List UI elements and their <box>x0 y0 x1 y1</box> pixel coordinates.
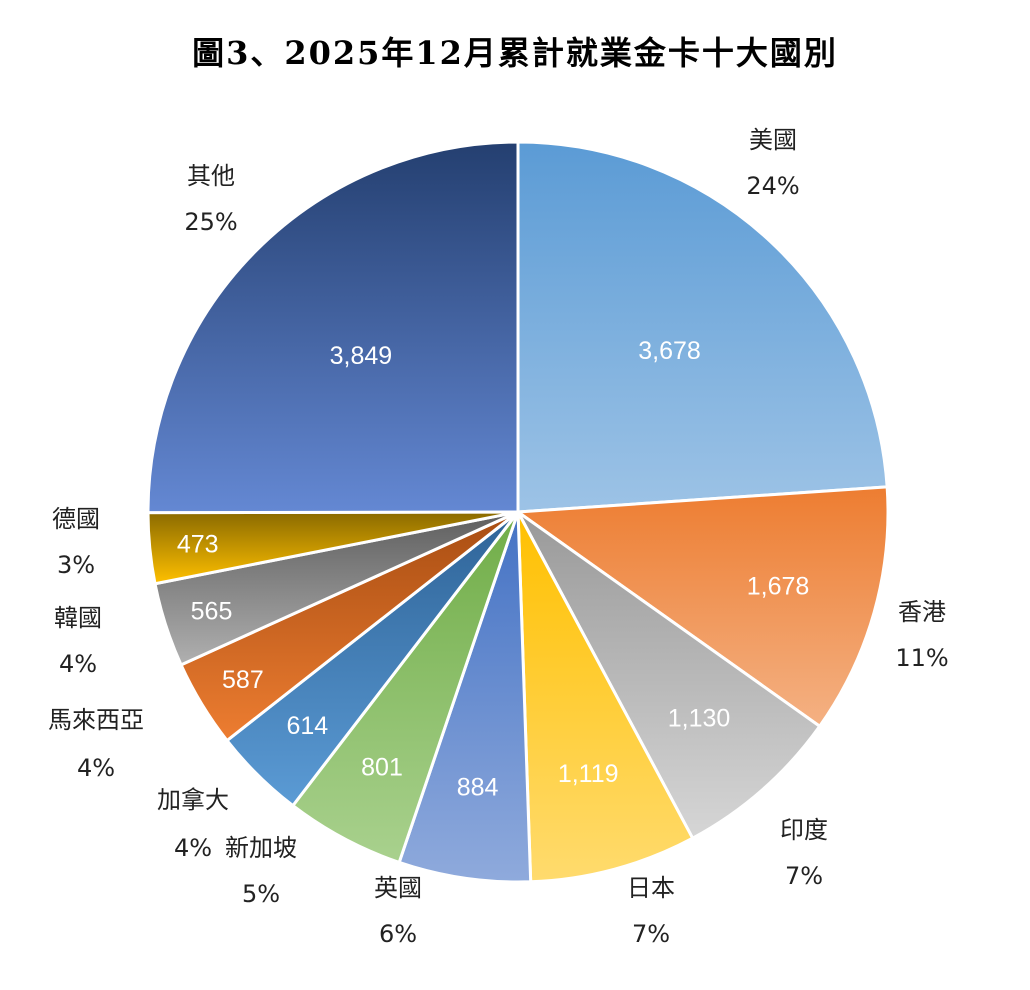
pie-slice <box>397 511 533 884</box>
slice-value-label: 3,849 <box>330 342 393 370</box>
slice-value-label: 1,130 <box>668 704 731 732</box>
slice-value-label: 1,678 <box>747 572 810 600</box>
slice-value-label: 3,678 <box>638 337 701 365</box>
slice-category-label: 日本 <box>627 874 675 902</box>
slice-value-label: 801 <box>361 754 403 782</box>
slice-percent-label: 7% <box>785 862 823 890</box>
slice-value-label: 565 <box>191 597 233 625</box>
slice-percent-label: 6% <box>379 920 417 948</box>
slice-value-label: 473 <box>177 531 219 559</box>
pie-slice <box>516 140 889 514</box>
pie-slice <box>513 485 890 729</box>
chart-title: 圖3、2025年12月累計就業金卡十大國別 <box>192 34 838 72</box>
pie-slice <box>146 140 520 515</box>
slice-value-label: 884 <box>457 774 499 802</box>
slice-category-label: 其他 <box>187 162 235 190</box>
slice-category-label: 香港 <box>898 598 946 626</box>
slice-category-label: 韓國 <box>54 604 102 632</box>
slice-percent-label: 25% <box>184 208 237 236</box>
slice-percent-label: 5% <box>242 880 280 908</box>
slice-value-label: 1,119 <box>558 760 619 788</box>
slice-percent-label: 4% <box>174 834 212 862</box>
slice-category-label: 印度 <box>780 816 828 844</box>
slice-percent-label: 7% <box>632 920 670 948</box>
slice-percent-label: 4% <box>77 754 115 782</box>
slice-category-label: 新加坡 <box>225 834 297 862</box>
slice-category-label: 德國 <box>52 505 100 533</box>
slice-percent-label: 24% <box>746 172 799 200</box>
slice-category-label: 美國 <box>749 126 797 154</box>
pie-slice <box>516 510 822 841</box>
slice-percent-label: 4% <box>59 650 97 678</box>
slice-value-label: 614 <box>286 712 328 740</box>
slice-percent-label: 3% <box>57 551 95 579</box>
slice-category-label: 加拿大 <box>157 786 229 814</box>
pie-slice <box>516 511 695 884</box>
slice-category-label: 英國 <box>374 874 422 902</box>
slice-value-label: 587 <box>222 666 264 694</box>
slice-percent-label: 11% <box>895 644 948 672</box>
slice-category-label: 馬來西亞 <box>48 706 144 734</box>
